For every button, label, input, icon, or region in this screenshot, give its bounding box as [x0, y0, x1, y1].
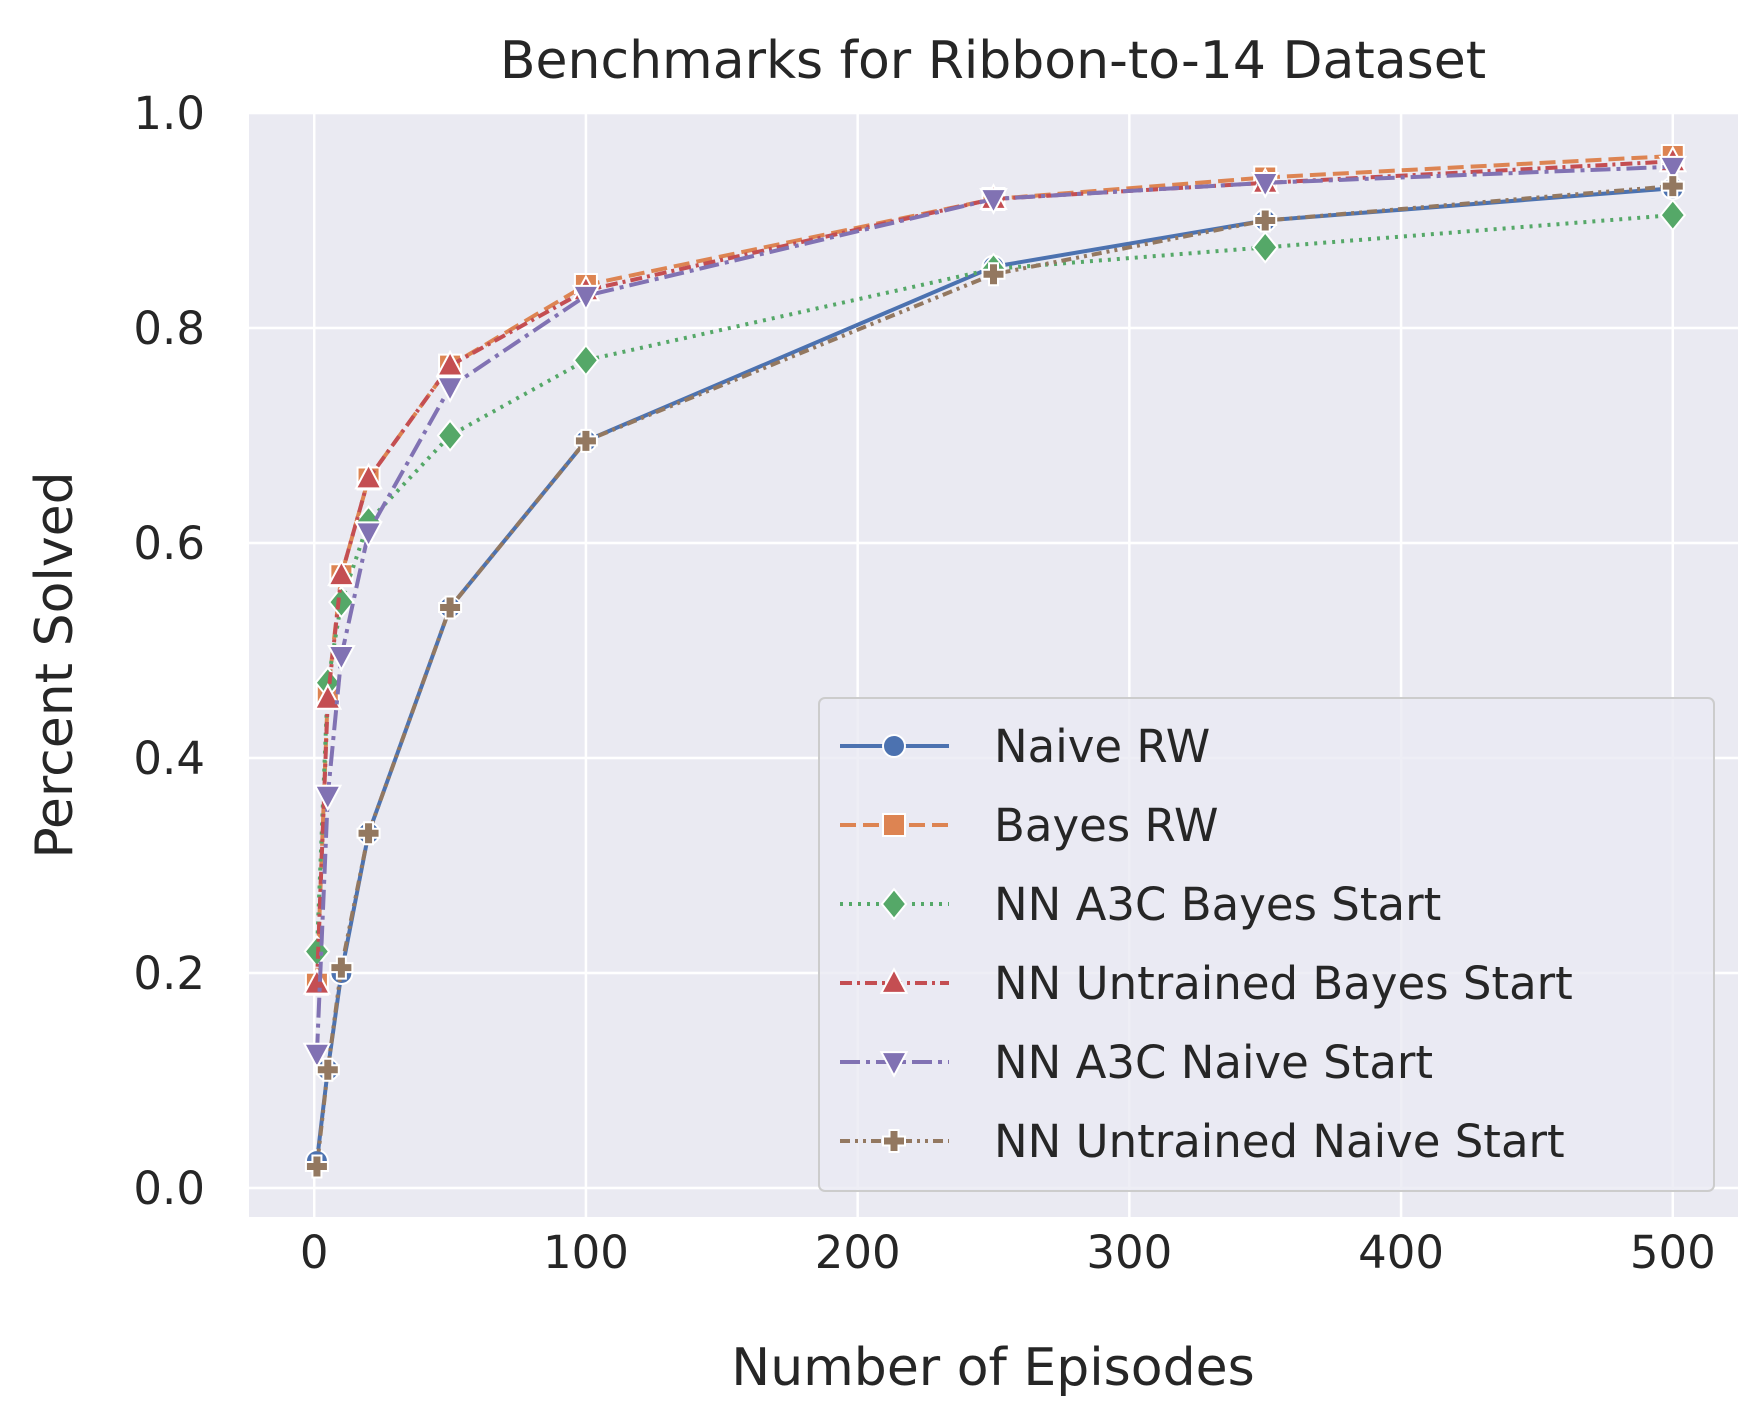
y-tick-label: 0.6	[133, 517, 205, 570]
data-point	[356, 821, 381, 846]
y-tick-label: 0.4	[133, 732, 205, 785]
legend-item: Bayes RW	[840, 799, 1218, 852]
series-nn-untrained-naive-start	[304, 174, 1685, 1179]
legend-label: Naive RW	[994, 720, 1210, 773]
legend-label: Bayes RW	[994, 799, 1218, 852]
series-line	[314, 184, 1673, 1167]
x-tick-label: 100	[543, 1226, 629, 1279]
data-point	[327, 585, 355, 619]
data-point	[979, 188, 1008, 215]
data-point	[981, 262, 1006, 287]
legend-label: NN A3C Naive Start	[994, 1036, 1433, 1089]
data-point	[1659, 198, 1687, 232]
data-point	[302, 1042, 332, 1070]
data-point	[438, 595, 463, 620]
data-point	[1253, 208, 1278, 233]
data-point	[1660, 174, 1685, 199]
x-tick-label: 0	[300, 1226, 329, 1279]
data-point	[329, 955, 354, 980]
data-point	[435, 349, 465, 377]
grid	[249, 111, 1738, 1217]
y-tick-label: 0.2	[133, 947, 205, 1000]
data-point	[354, 521, 383, 549]
data-point	[436, 419, 464, 452]
y-tick-label: 1.0	[133, 87, 205, 140]
data-point	[572, 343, 600, 377]
x-axis-label: Number of Episodes	[731, 1338, 1254, 1398]
legend-frame	[818, 697, 1715, 1192]
data-point	[1658, 155, 1688, 183]
data-point	[327, 644, 356, 672]
legend-item: NN Untrained Naive Start	[840, 1115, 1565, 1168]
legend-item: Naive RW	[840, 720, 1210, 773]
data-point	[327, 559, 356, 587]
legend-marker	[879, 1051, 909, 1078]
data-point	[304, 1154, 329, 1179]
x-tick-label: 400	[1358, 1226, 1444, 1279]
data-point	[315, 1057, 340, 1082]
x-tick-label: 300	[1086, 1226, 1172, 1279]
legend-item: NN A3C Bayes Start	[840, 878, 1441, 931]
tick-labels: 0 100 200 300 400 500 0.0 0.2 0.4 0.6 0.8 1.0	[133, 87, 1715, 1279]
legend-marker	[882, 1129, 906, 1153]
legend-marker	[879, 967, 909, 994]
y-tick-label: 0.0	[133, 1162, 205, 1215]
series-nn-a3c-naive-start	[302, 155, 1688, 1070]
x-tick-label: 500	[1630, 1226, 1716, 1279]
legend-marker	[882, 813, 906, 837]
data-point	[1250, 171, 1280, 199]
y-tick-label: 0.8	[133, 302, 205, 355]
data-point	[435, 376, 465, 403]
data-point	[302, 967, 332, 995]
y-axis-label: Percent Solved	[25, 471, 85, 858]
legend-marker	[882, 734, 906, 758]
data-point	[573, 428, 598, 453]
data-point	[313, 784, 343, 812]
data-point	[1251, 230, 1279, 264]
data-point	[571, 284, 601, 312]
data-point	[313, 682, 343, 710]
legend-item: NN Untrained Bayes Start	[840, 957, 1573, 1010]
legend: Naive RW Bayes RW NN A3C Bayes Start NN Unt…	[818, 697, 1715, 1192]
x-tick-label: 200	[815, 1226, 901, 1279]
legend-label: NN Untrained Naive Start	[994, 1115, 1565, 1168]
series-lines	[302, 143, 1688, 1179]
chart-title: Benchmarks for Ribbon-to-14 Dataset	[500, 31, 1486, 91]
data-point	[354, 462, 383, 490]
legend-label: NN A3C Bayes Start	[994, 878, 1441, 931]
legend-marker	[880, 887, 908, 921]
legend-item: NN A3C Naive Start	[840, 1036, 1433, 1089]
legend-label: NN Untrained Bayes Start	[994, 957, 1573, 1010]
